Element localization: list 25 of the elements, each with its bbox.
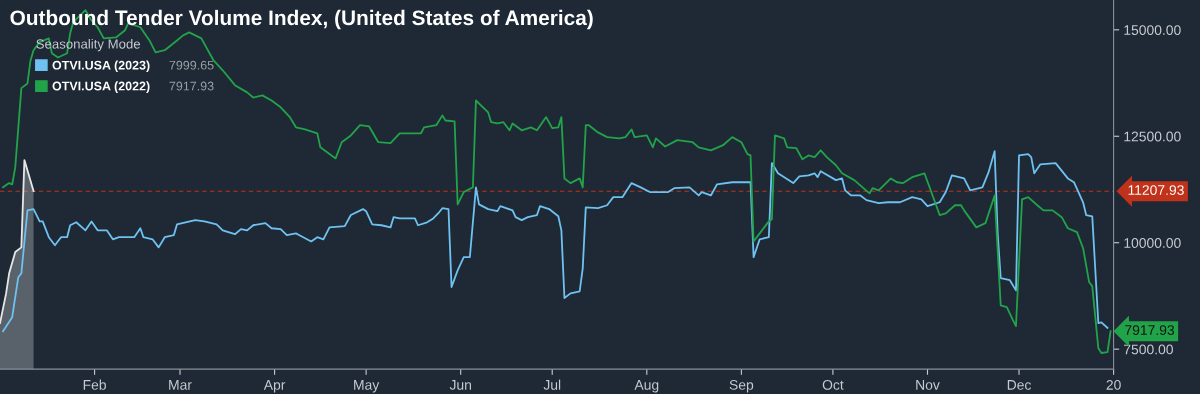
y-tick-label: 12500.00 bbox=[1124, 131, 1181, 142]
legend-label: OTVI.USA (2022) bbox=[52, 81, 150, 93]
annotation: 7999.65 bbox=[169, 60, 214, 70]
y-tick-label: 15000.00 bbox=[1124, 25, 1181, 35]
x-tick-label: Nov bbox=[916, 380, 940, 390]
x-tick-label: Sep bbox=[729, 379, 754, 393]
x-tick-label: Mar bbox=[169, 380, 192, 390]
chart-title: Outbound Tender Volume Index, (United States of America) bbox=[10, 9, 593, 30]
x-tick-label: Feb bbox=[83, 379, 106, 390]
x-tick-label: 20 bbox=[1106, 379, 1121, 390]
x-tick-label: Oct bbox=[822, 379, 844, 390]
x-tick-label: Aug bbox=[634, 380, 659, 393]
y-tick-label: 7500.00 bbox=[1124, 344, 1173, 355]
x-tick-label: Dec bbox=[1007, 380, 1031, 390]
ref-line-label: 11207.93 bbox=[1128, 185, 1184, 196]
line-series bbox=[2, 9, 1112, 354]
annotation: 7917.93 bbox=[1125, 325, 1175, 336]
y-tick-label: 10000.00 bbox=[1124, 238, 1181, 248]
x-tick-label: Apr bbox=[263, 380, 286, 393]
annotation: 7917.93 bbox=[169, 81, 214, 91]
x-tick-label: May bbox=[354, 380, 380, 393]
legend-label: OTVI.USA (2023) bbox=[52, 60, 150, 73]
x-tick-label: Jul bbox=[543, 379, 561, 390]
x-tick-label: Jun bbox=[449, 380, 471, 390]
line-series bbox=[2, 150, 1109, 333]
